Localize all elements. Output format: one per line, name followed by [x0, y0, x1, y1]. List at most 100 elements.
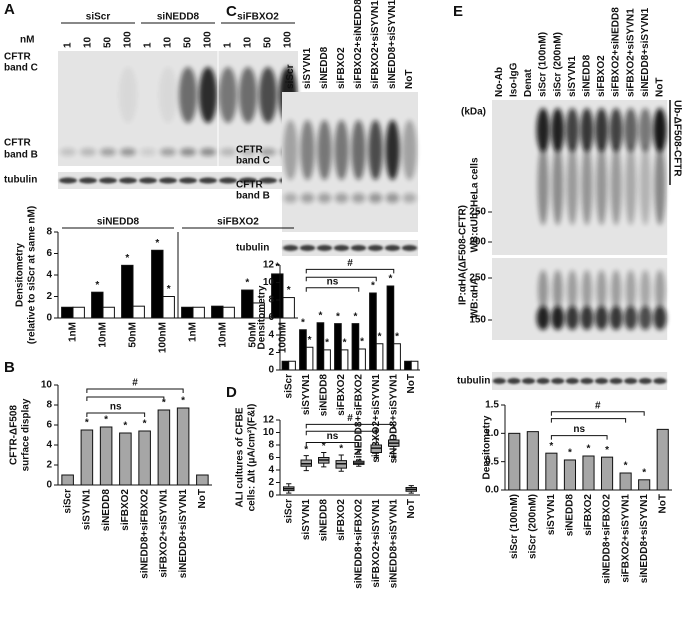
blot-band [567, 270, 578, 310]
significance-star: * [339, 444, 343, 455]
significance-star: * [378, 331, 382, 342]
group-label: siNEDD8 [157, 12, 200, 23]
marker-label: 250 [469, 273, 486, 284]
bracket [86, 388, 184, 393]
bracket [86, 412, 146, 417]
x-tick-label: siNEDD8 [318, 499, 329, 542]
ip-label: WB:αUb; HeLa cells [470, 157, 481, 252]
ip-label: IP:αHA(ΔF508-CFTR) [458, 205, 469, 305]
lane-label: siFBXO2+siNEDD8 [611, 7, 622, 97]
tubulin-band [367, 245, 384, 251]
significance-star: * [343, 338, 347, 349]
blot [58, 51, 298, 166]
bracket [305, 276, 377, 282]
blot [492, 372, 668, 390]
x-tick-label: 1nM [68, 322, 79, 342]
x-tick-label: 100nM [278, 322, 289, 353]
bar [563, 459, 577, 491]
bar [157, 409, 171, 486]
blot-band [402, 120, 417, 180]
blot-band [351, 120, 366, 180]
tubulin-band [219, 177, 237, 184]
lane-label: siNEDD8 [319, 46, 330, 89]
blot-band [200, 148, 216, 156]
x-tick-label: 50nM [248, 322, 259, 348]
x-tick-label: siFBXO2 [120, 489, 131, 531]
lane-label: siScr [285, 64, 296, 89]
y-axis-label: surface display [21, 398, 32, 471]
tubulin-band [594, 378, 609, 384]
band-label: band B [4, 150, 38, 161]
blot-band [80, 148, 96, 156]
blot-band [536, 108, 550, 152]
nm-label: nM [20, 35, 34, 46]
blot-band [120, 148, 136, 156]
x-tick-label: siNEDD8+siSYVN1 [639, 494, 650, 584]
blot-band [654, 270, 666, 310]
blot-band [300, 193, 315, 203]
lane-label: 10 [163, 36, 174, 48]
blot-band [385, 120, 400, 180]
tubulin-band [59, 177, 77, 184]
x-tick-label: siSYVN1 [82, 489, 93, 531]
blot-band [159, 67, 177, 123]
significance-star: * [275, 262, 279, 273]
blot-band [179, 67, 197, 123]
lane-label: 50 [263, 36, 274, 48]
tubulin-band [99, 177, 117, 184]
significance-star: * [336, 311, 340, 322]
blot-band [552, 145, 564, 225]
x-tick-label: siNEDD8 [565, 494, 576, 537]
x-tick-label: siFBXO2+siSYVN1 [620, 494, 631, 583]
tubulin-band [333, 245, 350, 251]
blot-band [140, 148, 156, 156]
lane-label: 10 [83, 36, 94, 48]
tubulin-label: tubulin [457, 376, 490, 387]
y-axis-label: cells: ΔIt (μA/cm²)(F&I) [247, 404, 258, 512]
x-tick-label: siScr (100nM) [509, 494, 520, 559]
bar [386, 285, 395, 371]
x-tick-label: 1nM [188, 322, 199, 342]
panel-letter: B [4, 359, 15, 376]
bar [600, 456, 614, 491]
x-tick-label: siNEDD8+siFBXO2 [353, 374, 364, 464]
bracket-label: ns [327, 431, 339, 442]
blot-band [654, 145, 666, 225]
blot-band [259, 67, 277, 123]
bar [410, 360, 419, 371]
y-tick-label: 10 [41, 380, 53, 391]
lane-label: siFBXO2+siSYVN1 [625, 8, 636, 97]
bracket [550, 411, 645, 416]
bar [121, 264, 134, 319]
blot-band [368, 120, 383, 180]
tubulin-band [199, 177, 217, 184]
marker-label: 250 [469, 207, 486, 218]
y-tick-label: 6 [268, 452, 274, 463]
bar [545, 452, 558, 491]
blot-band [596, 270, 607, 310]
blot-band [595, 145, 608, 225]
significance-star: * [287, 285, 291, 296]
bar [99, 426, 113, 486]
blot-band [580, 108, 594, 152]
y-tick-label: 1.5 [485, 400, 499, 411]
ub-label: Ub-ΔF508-CFTR [671, 100, 682, 177]
y-tick-label: 0 [268, 490, 274, 501]
y-tick-label: 8 [268, 440, 274, 451]
lane-label: 10 [243, 36, 254, 48]
x-tick-label: siNEDD8+siSYVN1 [388, 374, 399, 464]
significance-star: * [318, 310, 322, 321]
x-tick-label: NoT [657, 494, 668, 513]
lane-label: siFBXO2+siSYVN1 [370, 0, 381, 89]
bracket-label: # [132, 378, 138, 389]
blot-band [580, 306, 594, 330]
bar [404, 360, 412, 371]
y-tick-label: 8 [268, 295, 274, 306]
panel-letter: E [453, 3, 463, 20]
bracket [550, 418, 627, 423]
blot-band [581, 270, 593, 310]
tubulin-band [282, 245, 299, 251]
significance-star: * [624, 461, 628, 472]
blot-band [317, 120, 332, 180]
blot-band [537, 270, 549, 310]
